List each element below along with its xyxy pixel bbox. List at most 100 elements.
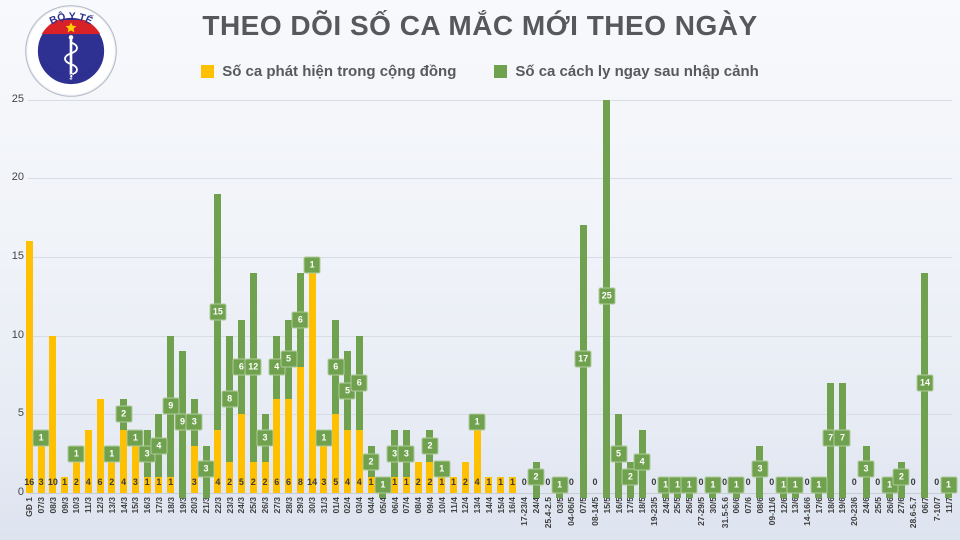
bar-community	[155, 477, 163, 493]
x-axis-label: 16/3	[142, 497, 153, 514]
bar-label-imported: 6	[327, 358, 345, 376]
x-axis-label: 16/5	[613, 497, 624, 514]
bar-community	[343, 430, 351, 493]
y-axis-tick-5: 5	[17, 407, 24, 420]
x-axis-label: 07/6	[743, 497, 754, 514]
y-axis-tick-0: 0	[17, 486, 24, 498]
bar-label-imported: 1	[810, 476, 828, 494]
bar-label-imported: 2	[421, 437, 439, 455]
legend-swatch-imported	[494, 65, 508, 78]
bar-label-community: 1	[439, 477, 445, 487]
bar-label-community: 6	[97, 477, 103, 487]
bar-label-community: 0	[545, 477, 551, 487]
bar-label-community: 4	[356, 477, 362, 487]
bar-label-community: 1	[451, 477, 457, 487]
bar-label-imported: 2	[115, 405, 133, 423]
bar-label-imported: 17	[574, 350, 592, 368]
bar-label-imported: 2	[527, 468, 545, 486]
x-axis-label: 08/3	[47, 497, 58, 514]
bar-label-imported: 1	[704, 476, 722, 494]
legend-label-community: Số ca phát hiện trong cộng đồng	[222, 63, 457, 80]
caduceus-icon	[64, 35, 78, 80]
bar-label-imported: 1	[103, 445, 121, 463]
bar-label-community: 4	[215, 477, 221, 487]
legend-swatch-community	[201, 65, 215, 78]
bar-label-community: 2	[73, 477, 79, 487]
x-axis-label: 27/3	[271, 497, 282, 514]
bar-label-imported: 6	[350, 374, 368, 392]
bar-community	[426, 461, 434, 493]
x-axis-label: 25/5	[672, 497, 683, 514]
x-axis-label: 09/3	[59, 497, 70, 514]
x-axis-label: 23/3	[224, 497, 235, 514]
x-axis-label: 07/4	[401, 497, 412, 514]
bar-label-community: 0	[592, 477, 598, 487]
bar-label-community: 1	[62, 477, 68, 487]
bar-community	[450, 477, 458, 493]
page-title: THEO DÕI SỐ CA MẮC MỚI THEO NGÀY	[202, 10, 758, 41]
x-axis-label: 17/5	[625, 497, 636, 514]
y-axis-tick-15: 15	[11, 249, 24, 262]
bar-community	[355, 430, 363, 493]
gridline-20	[28, 178, 952, 180]
y-axis-tick-10: 10	[11, 328, 24, 341]
bar-label-imported: 3	[256, 429, 274, 447]
bar-label-imported: 3	[857, 460, 875, 478]
bar-community	[108, 461, 116, 493]
bar-label-community: 6	[274, 477, 280, 487]
bar-community	[273, 398, 281, 493]
bar-label-imported: 5	[280, 350, 298, 368]
x-axis-label: 24/3	[236, 497, 247, 514]
bar-community	[72, 461, 80, 493]
bar-label-imported: 1	[468, 413, 486, 431]
bar-label-imported: 1	[374, 476, 392, 494]
bar-label-community: 6	[286, 477, 292, 487]
bar-label-community: 0	[698, 477, 704, 487]
x-axis-label: 22/3	[212, 497, 223, 514]
bar-label-community: 0	[521, 477, 527, 487]
y-axis-tick-25: 25	[11, 92, 24, 105]
bar-label-imported: 15	[209, 303, 227, 321]
bar-label-community: 2	[415, 477, 421, 487]
bar-label-community: 1	[368, 477, 374, 487]
x-axis-label: 04/4	[366, 497, 377, 514]
bar-label-imported: 14	[916, 374, 934, 392]
x-axis-label: 15/3	[130, 497, 141, 514]
bar-label-imported: 12	[244, 358, 262, 376]
bar-label-community: 2	[427, 477, 433, 487]
x-axis-label: 10/4	[436, 497, 447, 514]
bar-label-imported: 25	[598, 287, 616, 305]
gridline-15	[28, 256, 952, 258]
bar-label-community: 10	[47, 477, 58, 487]
bar-label-imported: 1	[303, 256, 321, 274]
x-axis-label: 17/6	[813, 497, 824, 514]
bar-label-community: 0	[769, 477, 775, 487]
x-axis-label: 06/4	[389, 497, 400, 514]
y-axis-tick-20: 20	[11, 171, 24, 184]
x-axis-label: 09-11/6	[766, 497, 777, 526]
bar-label-imported: 1	[126, 429, 144, 447]
legend-label-imported: Số ca cách ly ngay sau nhập cảnh	[515, 63, 759, 80]
bar-label-community: 5	[238, 477, 244, 487]
x-axis-label: 19-23/5	[648, 497, 659, 526]
x-axis-label: 14-16/6	[802, 497, 813, 526]
x-axis-label: 15/4	[495, 497, 506, 514]
gridline-5	[28, 414, 952, 416]
bar-label-community: 0	[651, 477, 657, 487]
bar-label-community: 3	[38, 477, 44, 487]
x-axis-label: 04-06/5	[566, 497, 577, 526]
x-axis-label: 25.4-2.5	[542, 497, 553, 529]
bar-community	[214, 430, 222, 493]
bar-label-imported: 3	[397, 445, 415, 463]
svg-text:BỘ Y TẾ: BỘ Y TẾ	[48, 10, 95, 27]
x-axis-label: 26/6	[884, 497, 895, 514]
bar-label-community: 5	[333, 477, 339, 487]
bar-label-imported: 3	[751, 460, 769, 478]
x-axis-label: 01/4	[330, 497, 341, 514]
x-axis-label: 19/6	[837, 497, 848, 514]
x-axis-label: 31.5-5.6	[719, 497, 730, 529]
bar-label-imported: 2	[621, 468, 639, 486]
bar-label-community: 0	[875, 477, 881, 487]
bar-community	[167, 477, 175, 493]
